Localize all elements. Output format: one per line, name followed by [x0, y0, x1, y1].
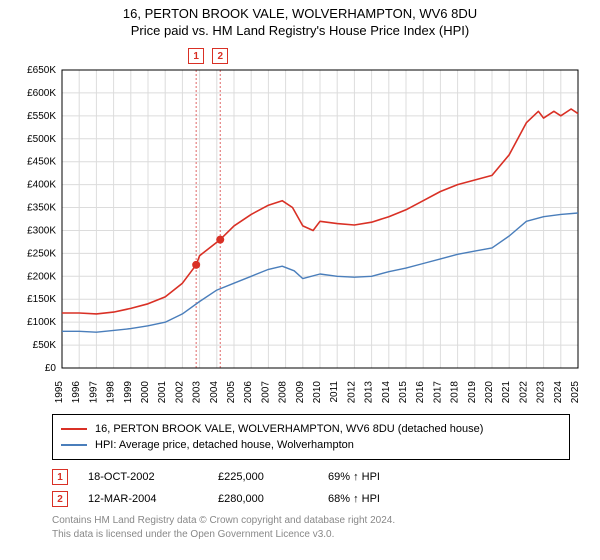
- svg-text:2022: 2022: [518, 381, 529, 404]
- svg-text:2021: 2021: [501, 381, 512, 404]
- sale-marker-label-1: 1: [188, 48, 204, 64]
- svg-text:£300K: £300K: [27, 225, 56, 236]
- legend-row-hpi: HPI: Average price, detached house, Wolv…: [61, 437, 561, 453]
- svg-text:£450K: £450K: [27, 157, 56, 168]
- sale-row-1: 1 18-OCT-2002 £225,000 69% ↑ HPI: [52, 466, 570, 488]
- svg-text:2004: 2004: [209, 381, 220, 404]
- svg-text:2000: 2000: [140, 381, 151, 404]
- svg-text:2012: 2012: [346, 381, 357, 404]
- svg-text:2023: 2023: [536, 381, 547, 404]
- sale-badge-1: 1: [52, 469, 68, 485]
- svg-text:2013: 2013: [364, 381, 375, 404]
- title-address: 16, PERTON BROOK VALE, WOLVERHAMPTON, WV…: [0, 6, 600, 21]
- svg-text:2017: 2017: [432, 381, 443, 404]
- svg-text:1996: 1996: [71, 381, 82, 404]
- svg-text:1998: 1998: [106, 381, 117, 404]
- svg-text:2007: 2007: [260, 381, 271, 404]
- sale-row-2: 2 12-MAR-2004 £280,000 68% ↑ HPI: [52, 488, 570, 510]
- svg-text:2018: 2018: [450, 381, 461, 404]
- svg-text:1995: 1995: [54, 381, 65, 404]
- price-chart-svg: £0 £50K £100K £150K £200K £250K £300K £350K £400…: [10, 44, 590, 404]
- svg-text:2019: 2019: [467, 381, 478, 404]
- legend-row-subject: 16, PERTON BROOK VALE, WOLVERHAMPTON, WV…: [61, 421, 561, 437]
- svg-text:2006: 2006: [243, 381, 254, 404]
- svg-text:2014: 2014: [381, 381, 392, 404]
- legend-swatch-subject: [61, 428, 87, 430]
- svg-text:2008: 2008: [278, 381, 289, 404]
- legend-label-subject: 16, PERTON BROOK VALE, WOLVERHAMPTON, WV…: [95, 423, 483, 435]
- sale-price-2: £280,000: [218, 493, 328, 505]
- legend-label-hpi: HPI: Average price, detached house, Wolv…: [95, 439, 354, 451]
- svg-text:£600K: £600K: [27, 88, 56, 99]
- legend: 16, PERTON BROOK VALE, WOLVERHAMPTON, WV…: [52, 414, 570, 460]
- svg-text:£550K: £550K: [27, 111, 56, 122]
- sale-marker-label-2: 2: [212, 48, 228, 64]
- svg-text:£0: £0: [45, 363, 57, 374]
- chart-area: £0 £50K £100K £150K £200K £250K £300K £350K £400…: [10, 44, 590, 404]
- svg-text:2002: 2002: [174, 381, 185, 404]
- svg-text:2003: 2003: [192, 381, 203, 404]
- svg-text:2025: 2025: [570, 381, 581, 404]
- svg-text:1997: 1997: [88, 381, 99, 404]
- svg-text:2001: 2001: [157, 381, 168, 404]
- footer-attribution: Contains HM Land Registry data © Crown c…: [52, 514, 570, 541]
- svg-text:£400K: £400K: [27, 180, 56, 191]
- svg-text:£200K: £200K: [27, 271, 56, 282]
- svg-text:£650K: £650K: [27, 65, 56, 76]
- svg-text:£250K: £250K: [27, 248, 56, 259]
- footer-line1: Contains HM Land Registry data © Crown c…: [52, 514, 570, 528]
- svg-text:£100K: £100K: [27, 317, 56, 328]
- sale-date-1: 18-OCT-2002: [88, 471, 218, 483]
- footer-line2: This data is licensed under the Open Gov…: [52, 528, 570, 542]
- svg-text:2020: 2020: [484, 381, 495, 404]
- sales-table: 1 18-OCT-2002 £225,000 69% ↑ HPI 2 12-MA…: [52, 466, 570, 510]
- svg-text:2015: 2015: [398, 381, 409, 404]
- sale-hpi-2: 68% ↑ HPI: [328, 493, 428, 505]
- chart-titles: 16, PERTON BROOK VALE, WOLVERHAMPTON, WV…: [0, 0, 600, 38]
- svg-text:2010: 2010: [312, 381, 323, 404]
- legend-swatch-hpi: [61, 444, 87, 446]
- sale-badge-2: 2: [52, 491, 68, 507]
- svg-text:2009: 2009: [295, 381, 306, 404]
- svg-text:2005: 2005: [226, 381, 237, 404]
- sale-price-1: £225,000: [218, 471, 328, 483]
- title-subtitle: Price paid vs. HM Land Registry's House …: [0, 23, 600, 38]
- svg-text:£50K: £50K: [33, 340, 57, 351]
- svg-text:£500K: £500K: [27, 134, 56, 145]
- sale-date-2: 12-MAR-2004: [88, 493, 218, 505]
- svg-text:2024: 2024: [553, 381, 564, 404]
- svg-text:£150K: £150K: [27, 294, 56, 305]
- svg-text:2016: 2016: [415, 381, 426, 404]
- svg-text:2011: 2011: [329, 381, 340, 403]
- sale-hpi-1: 69% ↑ HPI: [328, 471, 428, 483]
- svg-text:£350K: £350K: [27, 203, 56, 214]
- svg-text:1999: 1999: [123, 381, 134, 404]
